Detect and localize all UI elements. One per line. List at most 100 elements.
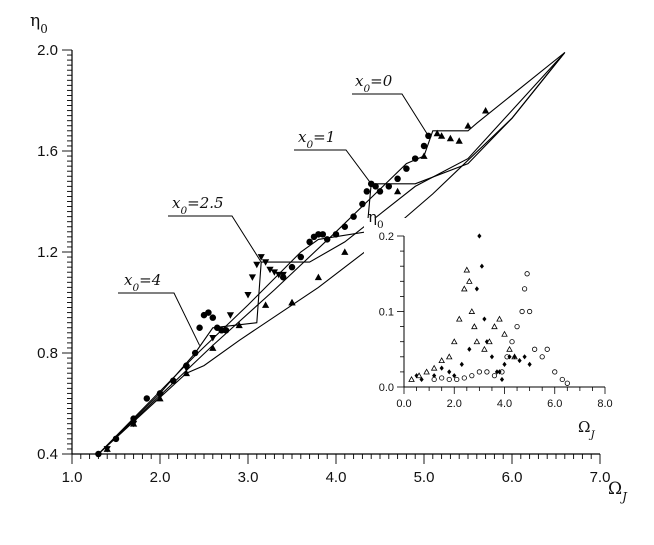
inset-data-point bbox=[430, 364, 438, 371]
data-point bbox=[169, 377, 177, 385]
data-point bbox=[266, 266, 274, 274]
x-tick-label: 3.0 bbox=[238, 469, 259, 486]
data-point bbox=[438, 132, 446, 139]
data-point bbox=[156, 394, 164, 402]
data-point bbox=[394, 187, 402, 195]
y-tick-label: 1.2 bbox=[37, 244, 58, 261]
annotation-label: x0=1 bbox=[298, 128, 335, 151]
inset-data-point bbox=[524, 271, 530, 277]
y-tick-label: 1.6 bbox=[37, 143, 58, 160]
inset-data-point bbox=[452, 373, 457, 379]
data-point bbox=[297, 253, 305, 261]
inset-background bbox=[364, 218, 615, 431]
data-point bbox=[363, 188, 371, 195]
inset-data-point bbox=[415, 372, 423, 379]
inset-data-point bbox=[463, 266, 471, 273]
inset-data-point bbox=[514, 323, 520, 330]
data-point bbox=[403, 165, 410, 172]
data-point bbox=[130, 420, 138, 427]
inset-data-point bbox=[432, 373, 437, 379]
data-point bbox=[248, 274, 256, 281]
x-tick-label: 4.0 bbox=[326, 469, 347, 486]
annotation-label: x0=4 bbox=[124, 271, 161, 294]
data-point bbox=[341, 223, 349, 230]
inset-data-point bbox=[484, 369, 490, 375]
inset-data-point bbox=[476, 369, 482, 375]
data-point bbox=[103, 445, 111, 452]
inset-data-point bbox=[527, 308, 533, 315]
data-point bbox=[288, 298, 296, 306]
x-axis-title: ΩJ bbox=[608, 479, 628, 504]
data-point bbox=[182, 365, 190, 372]
inset-data-point bbox=[539, 354, 545, 360]
inset-data-point bbox=[446, 376, 452, 383]
inset-data-point bbox=[482, 316, 487, 322]
theory-line bbox=[98, 52, 566, 455]
y-tick-label: 0.8 bbox=[37, 345, 58, 362]
data-point bbox=[341, 248, 349, 255]
data-point bbox=[433, 129, 441, 137]
x-tick-label: 5.0 bbox=[414, 469, 435, 486]
inset-data-point bbox=[454, 376, 460, 383]
data-point bbox=[306, 238, 313, 246]
data-point bbox=[425, 132, 432, 140]
data-point bbox=[288, 263, 296, 271]
inset-data-point bbox=[532, 346, 538, 352]
inset-data-point bbox=[491, 373, 498, 379]
inset-x-tick-label: 4.0 bbox=[497, 398, 512, 410]
inset-data-point bbox=[439, 375, 445, 381]
data-point bbox=[191, 349, 199, 357]
inset-data-point bbox=[502, 361, 507, 367]
inset-data-point bbox=[486, 338, 493, 345]
data-point bbox=[376, 188, 384, 195]
inset-data-point bbox=[481, 345, 488, 352]
inset-x-tick-label: 2.0 bbox=[447, 398, 462, 410]
inset-data-point bbox=[494, 369, 500, 375]
data-point bbox=[112, 435, 120, 443]
y-tick-label: 2.0 bbox=[37, 42, 58, 59]
inset-data-point bbox=[466, 277, 473, 284]
inset-data-point bbox=[447, 369, 452, 375]
annotation-leader bbox=[352, 93, 429, 137]
inset-data-point bbox=[517, 357, 522, 364]
data-point bbox=[262, 301, 270, 308]
data-point bbox=[350, 213, 357, 220]
data-point bbox=[182, 369, 190, 377]
data-point bbox=[464, 122, 472, 129]
inset-data-point bbox=[473, 338, 481, 345]
inset-data-point bbox=[479, 263, 484, 269]
data-point bbox=[455, 137, 463, 144]
data-point bbox=[209, 344, 217, 351]
inset-data-point bbox=[468, 308, 476, 314]
data-point bbox=[196, 324, 203, 331]
inset-x-tick-label: 8.0 bbox=[597, 398, 612, 410]
inset-data-point bbox=[467, 346, 472, 352]
data-point bbox=[270, 269, 278, 276]
inset-plot: 0.0 2.0 4.0 6.0 8.0 0.0 0.1 0.2 ΩJ η0 bbox=[364, 208, 615, 441]
data-point bbox=[205, 309, 212, 316]
inset-data-point bbox=[423, 368, 430, 375]
inset-y-axis-title: η0 bbox=[368, 208, 384, 231]
inset-data-point bbox=[552, 369, 558, 375]
annotation-leader bbox=[118, 292, 201, 346]
data-point bbox=[130, 415, 137, 422]
annotation-leader bbox=[294, 149, 372, 185]
inset-data-point bbox=[461, 375, 467, 381]
x-tick-label: 6.0 bbox=[502, 469, 523, 486]
inset-data-point bbox=[506, 345, 513, 352]
data-point bbox=[279, 274, 287, 281]
x-tick-label: 7.0 bbox=[590, 469, 611, 486]
x-tick-label: 1.0 bbox=[62, 469, 83, 486]
data-point bbox=[235, 321, 243, 329]
annotation-label: x0=0 bbox=[355, 72, 393, 95]
inset-data-point bbox=[512, 354, 517, 360]
data-point bbox=[143, 395, 151, 402]
data-point bbox=[394, 175, 401, 183]
inset-y-tick-label: 0.2 bbox=[379, 231, 394, 243]
inset-data-point bbox=[559, 376, 565, 383]
inset-data-point bbox=[501, 330, 508, 337]
y-tick-label: 0.4 bbox=[37, 446, 58, 463]
data-point bbox=[372, 183, 379, 190]
inset-data-point bbox=[521, 286, 528, 292]
inset-data-point bbox=[564, 380, 570, 386]
